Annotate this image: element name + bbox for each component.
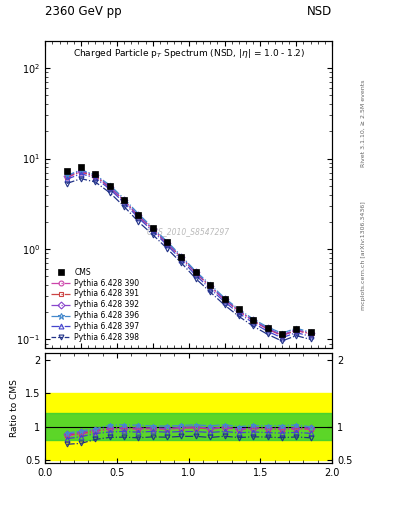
Legend: CMS, Pythia 6.428 390, Pythia 6.428 391, Pythia 6.428 392, Pythia 6.428 396, Pyt: CMS, Pythia 6.428 390, Pythia 6.428 391,…: [49, 265, 141, 345]
Text: Charged Particle p$_T$ Spectrum (NSD, $|\eta|$ = 1.0 - 1.2): Charged Particle p$_T$ Spectrum (NSD, $|…: [73, 47, 305, 60]
Text: mcplots.cern.ch [arXiv:1306.3436]: mcplots.cern.ch [arXiv:1306.3436]: [361, 202, 366, 310]
Text: Rivet 3.1.10, ≥ 2.5M events: Rivet 3.1.10, ≥ 2.5M events: [361, 79, 366, 166]
Bar: [45, 393, 332, 460]
Text: CMS_2010_S8547297: CMS_2010_S8547297: [147, 227, 230, 236]
Bar: [45, 413, 332, 440]
Text: 2360 GeV pp: 2360 GeV pp: [45, 5, 122, 18]
Y-axis label: Ratio to CMS: Ratio to CMS: [10, 379, 19, 437]
Text: NSD: NSD: [307, 5, 332, 18]
